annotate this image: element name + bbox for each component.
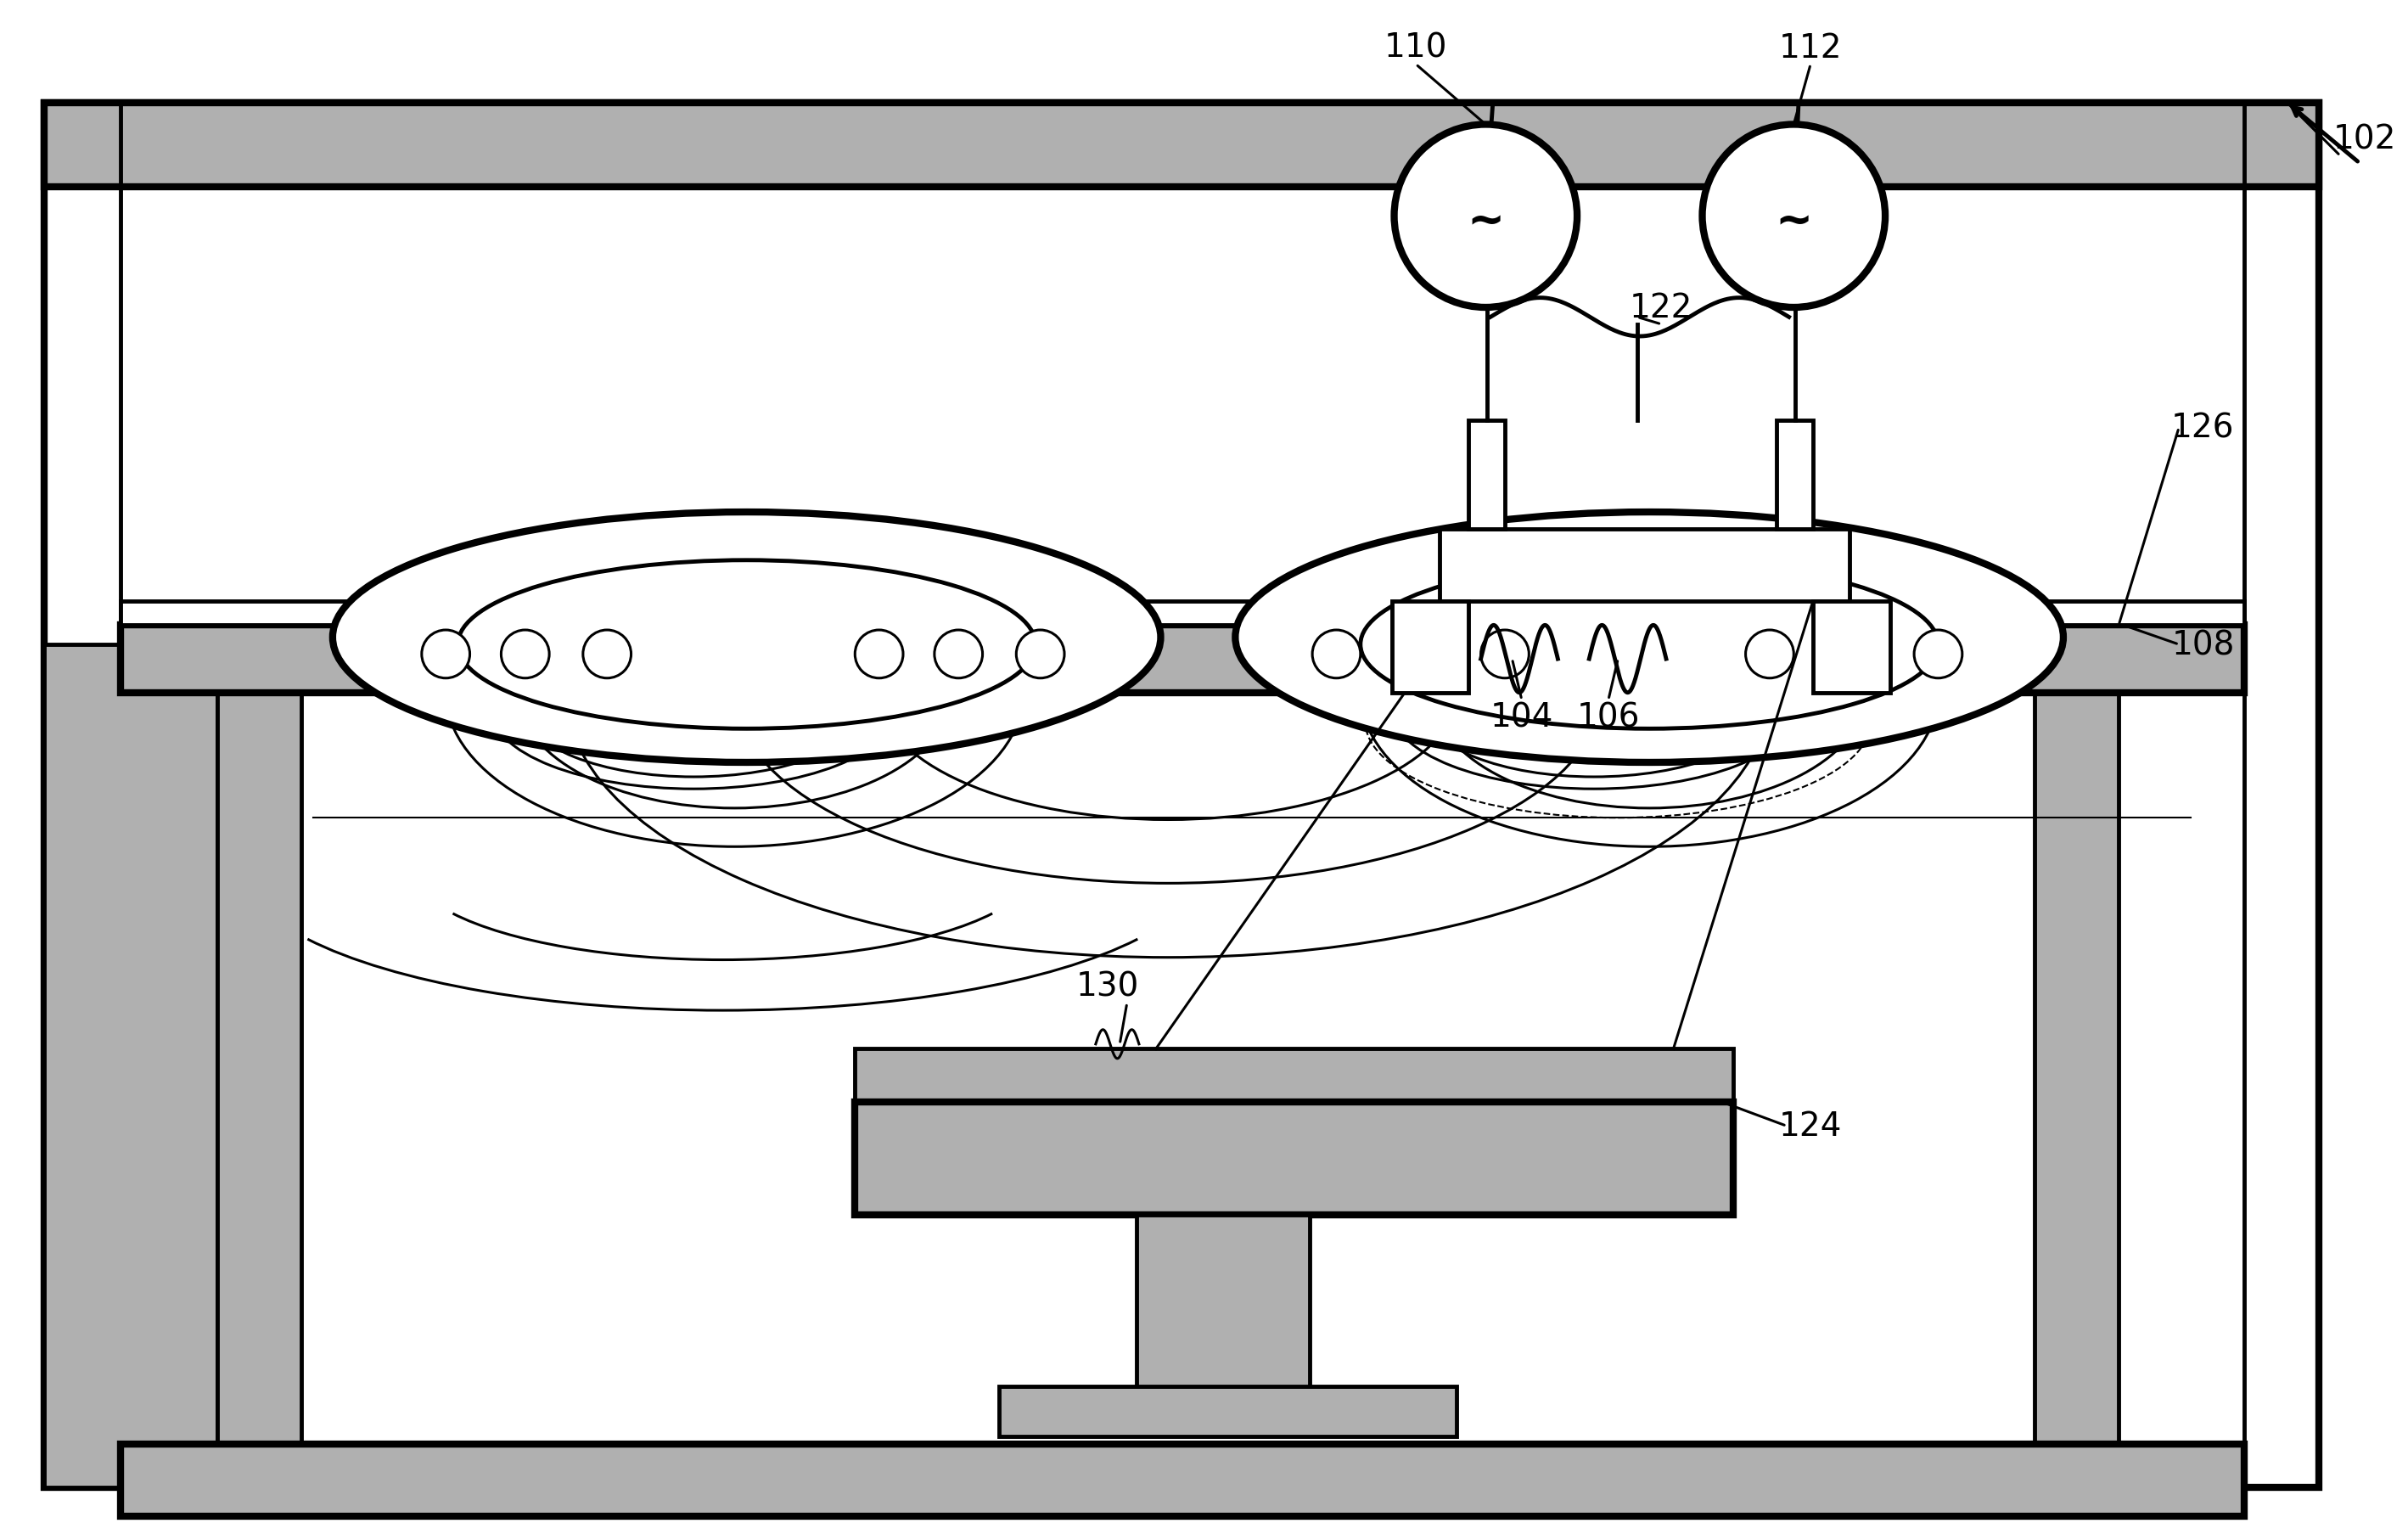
- Text: 112: 112: [1780, 32, 1842, 65]
- Bar: [43, 645, 217, 1488]
- Bar: [1777, 420, 1813, 530]
- Circle shape: [1914, 630, 1963, 679]
- Circle shape: [583, 630, 631, 679]
- Circle shape: [1830, 630, 1878, 679]
- Bar: [999, 1386, 1457, 1437]
- Text: 122: 122: [1630, 293, 1693, 323]
- Circle shape: [1702, 125, 1885, 308]
- Bar: [1440, 530, 1849, 602]
- Bar: [120, 602, 2244, 625]
- Circle shape: [1016, 630, 1064, 679]
- Bar: [120, 625, 2244, 693]
- Bar: [217, 693, 301, 1488]
- Text: ~: ~: [1466, 199, 1505, 243]
- Text: 102: 102: [2333, 123, 2396, 156]
- Bar: [855, 1049, 1734, 1103]
- Circle shape: [1746, 630, 1794, 679]
- Circle shape: [1312, 630, 1361, 679]
- Text: 104: 104: [1491, 701, 1553, 733]
- Ellipse shape: [1361, 561, 1938, 728]
- Text: 124: 124: [1780, 1110, 1842, 1143]
- Text: 110: 110: [1385, 32, 1447, 65]
- Circle shape: [421, 630, 470, 679]
- Bar: [1392, 602, 1469, 693]
- Bar: [120, 103, 2244, 1488]
- Text: 108: 108: [2172, 628, 2235, 661]
- Text: 126: 126: [2172, 413, 2235, 445]
- Bar: [2011, 1481, 2143, 1515]
- Bar: [1137, 1215, 1310, 1391]
- Bar: [1813, 602, 1890, 693]
- Text: 130: 130: [1076, 970, 1139, 1003]
- Circle shape: [1397, 630, 1445, 679]
- Ellipse shape: [332, 513, 1161, 762]
- Ellipse shape: [458, 561, 1035, 728]
- Bar: [1469, 420, 1505, 530]
- Bar: [43, 103, 2319, 1488]
- Text: 106: 106: [1577, 701, 1640, 733]
- Bar: [2035, 693, 2119, 1488]
- Circle shape: [934, 630, 982, 679]
- Text: ~: ~: [1775, 199, 1813, 243]
- Circle shape: [1394, 125, 1577, 308]
- Circle shape: [855, 630, 903, 679]
- Bar: [120, 1445, 2244, 1515]
- Circle shape: [1481, 630, 1529, 679]
- Circle shape: [501, 630, 549, 679]
- Ellipse shape: [1235, 513, 2064, 762]
- Bar: [43, 103, 2319, 188]
- Bar: [855, 1103, 1734, 1215]
